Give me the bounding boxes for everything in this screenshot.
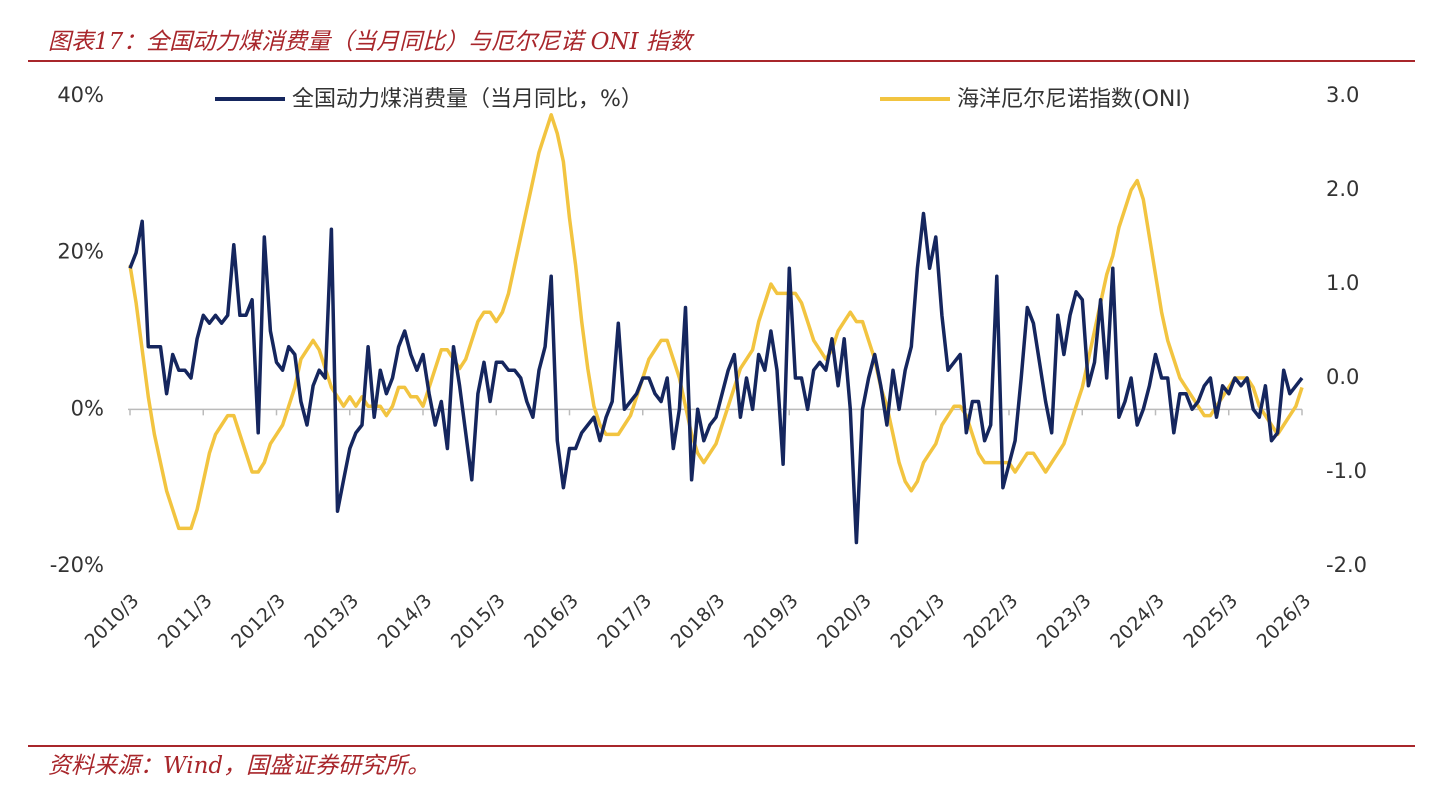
x-tick-label: 2017/3: [593, 590, 656, 653]
series-line: [128, 211, 1304, 545]
x-tick-label: 2026/3: [1253, 590, 1316, 653]
x-tick-label: 2023/3: [1033, 590, 1096, 653]
x-tick-label: 2020/3: [813, 590, 876, 653]
y-tick-label: -20%: [50, 553, 104, 577]
y2-tick-label: 2.0: [1326, 177, 1359, 201]
y2-tick-label: -1.0: [1326, 459, 1367, 483]
legend-label: 海洋厄尔尼诺指数(ONI): [957, 87, 1190, 112]
source-note: 资料来源：Wind，国盛证券研究所。: [48, 753, 430, 779]
y-tick-label: 20%: [57, 240, 104, 264]
x-tick-label: 2018/3: [667, 590, 730, 653]
x-tick-label: 2025/3: [1179, 590, 1242, 653]
y2-tick-label: 3.0: [1326, 83, 1359, 107]
x-tick-label: 2021/3: [886, 590, 949, 653]
x-tick-label: 2015/3: [447, 590, 510, 653]
chart-title: 图表17：全国动力煤消费量（当月同比）与厄尔尼诺 ONI 指数: [48, 29, 695, 55]
series-line: [128, 113, 1304, 531]
x-tick-label: 2024/3: [1106, 590, 1169, 653]
x-tick-label: 2014/3: [374, 590, 437, 653]
y2-tick-label: -2.0: [1326, 553, 1367, 577]
x-tick-label: 2016/3: [520, 590, 583, 653]
y2-tick-label: 0.0: [1326, 365, 1359, 389]
x-tick-label: 2013/3: [300, 590, 363, 653]
y-tick-label: 0%: [71, 396, 104, 420]
x-tick-label: 2022/3: [960, 590, 1023, 653]
x-tick-label: 2010/3: [81, 590, 144, 653]
y2-tick-label: 1.0: [1326, 271, 1359, 295]
x-tick-label: 2019/3: [740, 590, 803, 653]
x-tick-label: 2011/3: [154, 590, 217, 653]
legend-label: 全国动力煤消费量（当月同比，%）: [292, 87, 643, 112]
y-tick-label: 40%: [57, 83, 104, 107]
x-tick-label: 2012/3: [227, 590, 290, 653]
